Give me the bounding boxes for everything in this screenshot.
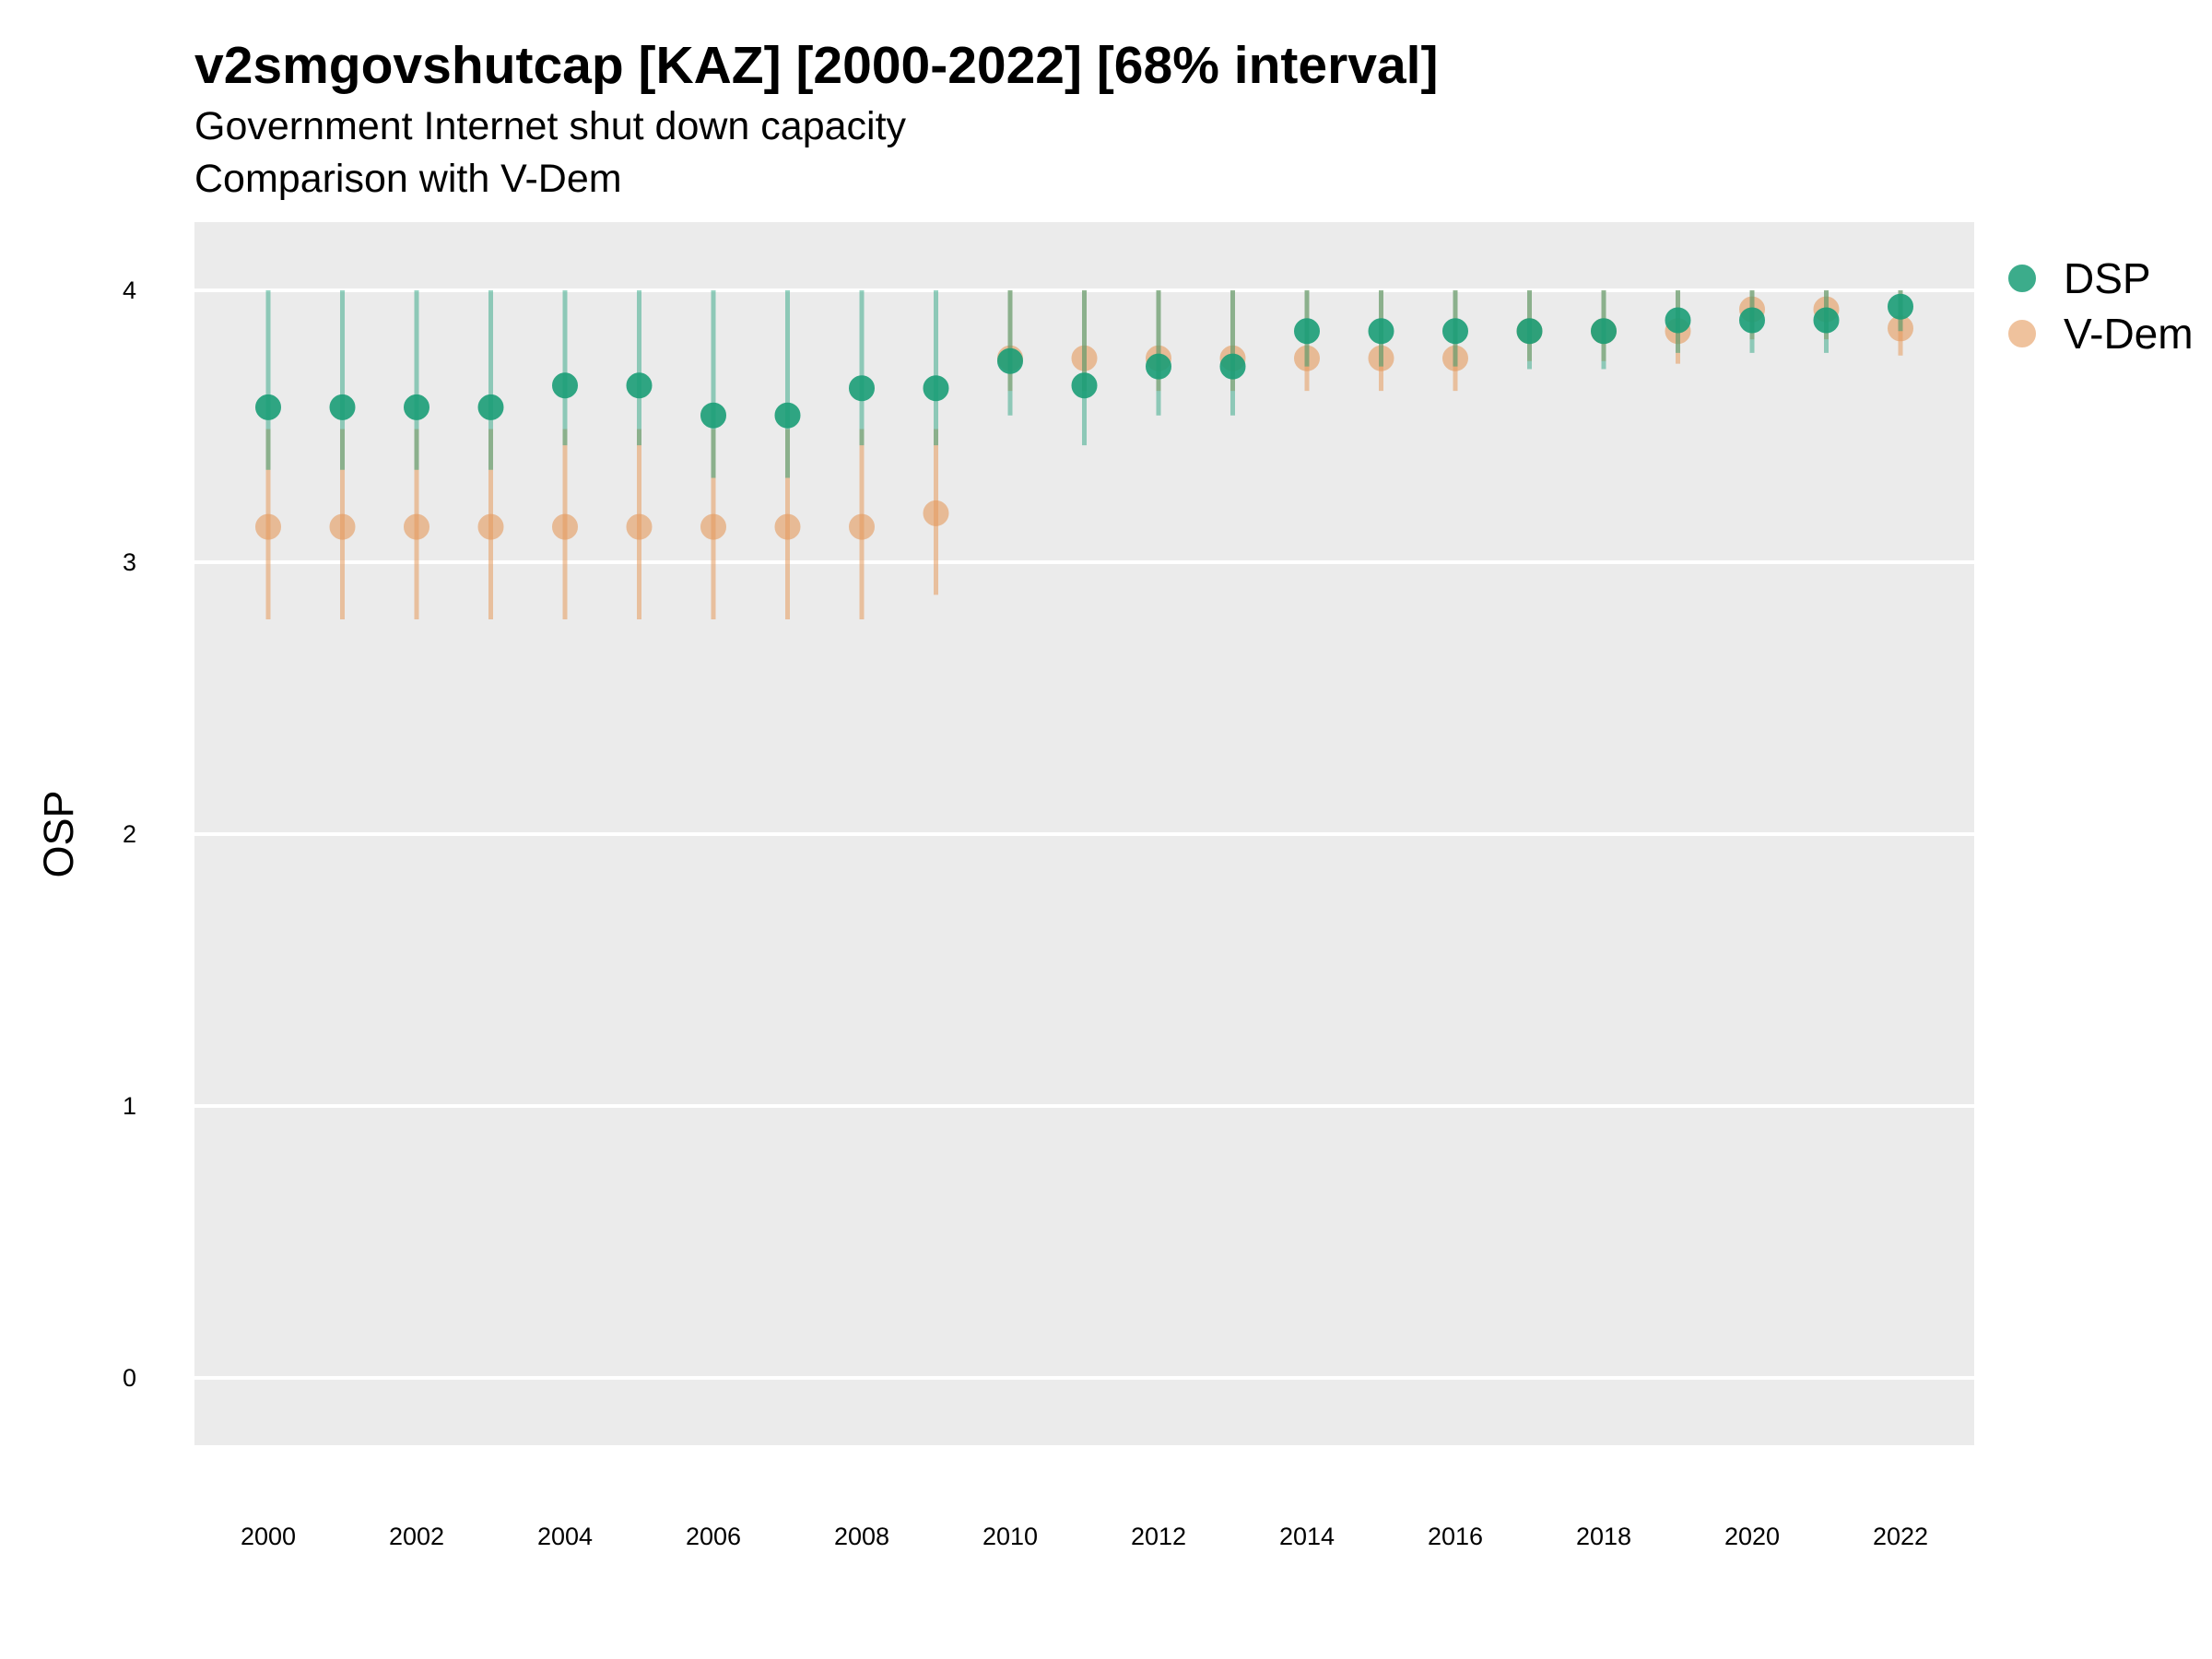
- data-point-dsp: [1591, 318, 1617, 345]
- y-axis-label: OSP: [35, 790, 82, 877]
- data-point-dsp: [700, 402, 726, 429]
- x-tick-label: 2006: [686, 1523, 741, 1550]
- data-point-dsp: [1739, 307, 1765, 334]
- chart-marks: [255, 290, 1913, 619]
- data-point-vdem: [1294, 345, 1320, 371]
- y-tick-label: 3: [123, 548, 136, 576]
- data-point-dsp: [1219, 353, 1246, 380]
- y-tick-label: 2: [123, 820, 136, 848]
- y-tick-label: 1: [123, 1092, 136, 1120]
- x-tick-label: 2012: [1131, 1523, 1186, 1550]
- data-point-vdem: [626, 513, 653, 540]
- x-tick-label: 2016: [1428, 1523, 1483, 1550]
- legend-label-dsp: DSP: [2064, 254, 2151, 302]
- data-point-dsp: [1368, 318, 1394, 345]
- data-point-dsp: [1071, 372, 1098, 399]
- legend-label-vdem: V-Dem: [2064, 310, 2194, 358]
- x-tick-label: 2022: [1873, 1523, 1928, 1550]
- data-point-dsp: [552, 372, 578, 399]
- data-point-vdem: [404, 513, 429, 540]
- x-tick-label: 2002: [389, 1523, 444, 1550]
- y-tick-labels: 0 1 2 3 4: [123, 276, 136, 1392]
- data-point-dsp: [329, 394, 356, 420]
- data-point-dsp: [1888, 293, 1913, 320]
- x-tick-label: 2014: [1279, 1523, 1335, 1550]
- data-point-vdem: [923, 500, 949, 526]
- data-point-vdem: [255, 513, 281, 540]
- legend: DSP V-Dem: [2008, 254, 2194, 358]
- data-point-vdem: [700, 513, 726, 540]
- data-point-vdem: [329, 513, 356, 540]
- data-point-vdem: [774, 513, 801, 540]
- data-point-dsp: [404, 394, 429, 420]
- y-tick-label: 4: [123, 276, 136, 304]
- data-point-dsp: [626, 372, 653, 399]
- chart-subtitle-line-2: Comparison with V-Dem: [194, 157, 622, 201]
- x-tick-labels: 2000 2002 2004 2006 2008 2010 2012 2014 2016 2018…: [241, 1523, 1928, 1550]
- data-point-vdem: [477, 513, 504, 540]
- data-point-dsp: [1146, 353, 1171, 380]
- legend-key-vdem: [2008, 320, 2036, 347]
- data-point-dsp: [849, 375, 875, 402]
- data-point-dsp: [1813, 307, 1840, 334]
- data-point-dsp: [477, 394, 504, 420]
- x-tick-label: 2020: [1724, 1523, 1780, 1550]
- x-tick-label: 2000: [241, 1523, 296, 1550]
- data-point-dsp: [1442, 318, 1468, 345]
- x-tick-label: 2010: [982, 1523, 1038, 1550]
- chart-title: v2smgovshutcap [KAZ] [2000-2022] [68% in…: [194, 36, 1439, 95]
- y-tick-label: 0: [123, 1364, 136, 1392]
- data-point-vdem: [1368, 345, 1394, 371]
- data-point-dsp: [774, 402, 801, 429]
- data-point-dsp: [997, 347, 1023, 374]
- data-point-dsp: [923, 375, 949, 402]
- data-point-dsp: [255, 394, 281, 420]
- data-point-dsp: [1294, 318, 1320, 345]
- chart-subtitle-line-1: Government Internet shut down capacity: [194, 104, 907, 148]
- data-point-vdem: [849, 513, 875, 540]
- series-dsp: [255, 290, 1913, 478]
- data-point-dsp: [1665, 307, 1691, 334]
- data-point-dsp: [1516, 318, 1543, 345]
- x-tick-label: 2018: [1576, 1523, 1631, 1550]
- data-point-vdem: [1442, 345, 1468, 371]
- data-point-vdem: [1071, 345, 1098, 371]
- legend-key-dsp: [2008, 265, 2036, 292]
- x-tick-label: 2008: [834, 1523, 889, 1550]
- data-point-vdem: [552, 513, 578, 540]
- x-tick-label: 2004: [537, 1523, 593, 1550]
